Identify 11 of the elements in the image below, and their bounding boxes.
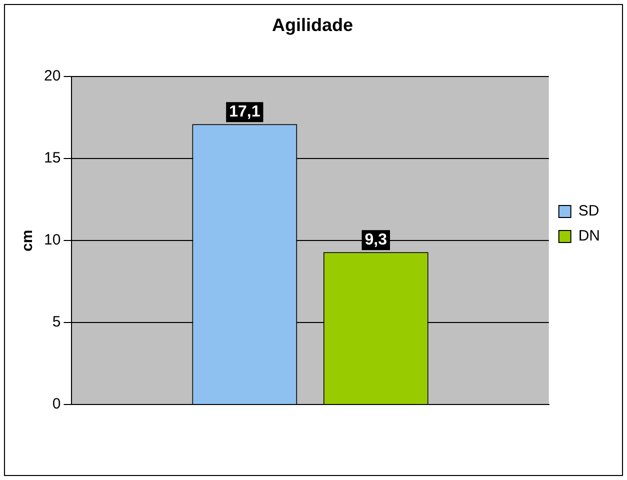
y-tick-label: 5 bbox=[52, 314, 61, 331]
y-tick-label: 15 bbox=[44, 150, 61, 167]
y-tick-label: 0 bbox=[52, 396, 61, 413]
y-tick-label: 10 bbox=[44, 232, 61, 249]
legend-label: SD bbox=[578, 202, 600, 220]
legend-label: DN bbox=[578, 228, 600, 245]
y-tick-label: 20 bbox=[44, 68, 61, 85]
y-axis-title: cm bbox=[19, 230, 36, 252]
chart-title: Agilidade bbox=[272, 14, 354, 35]
data-label: 17,1 bbox=[229, 104, 260, 121]
data-label: 9,3 bbox=[364, 231, 388, 248]
